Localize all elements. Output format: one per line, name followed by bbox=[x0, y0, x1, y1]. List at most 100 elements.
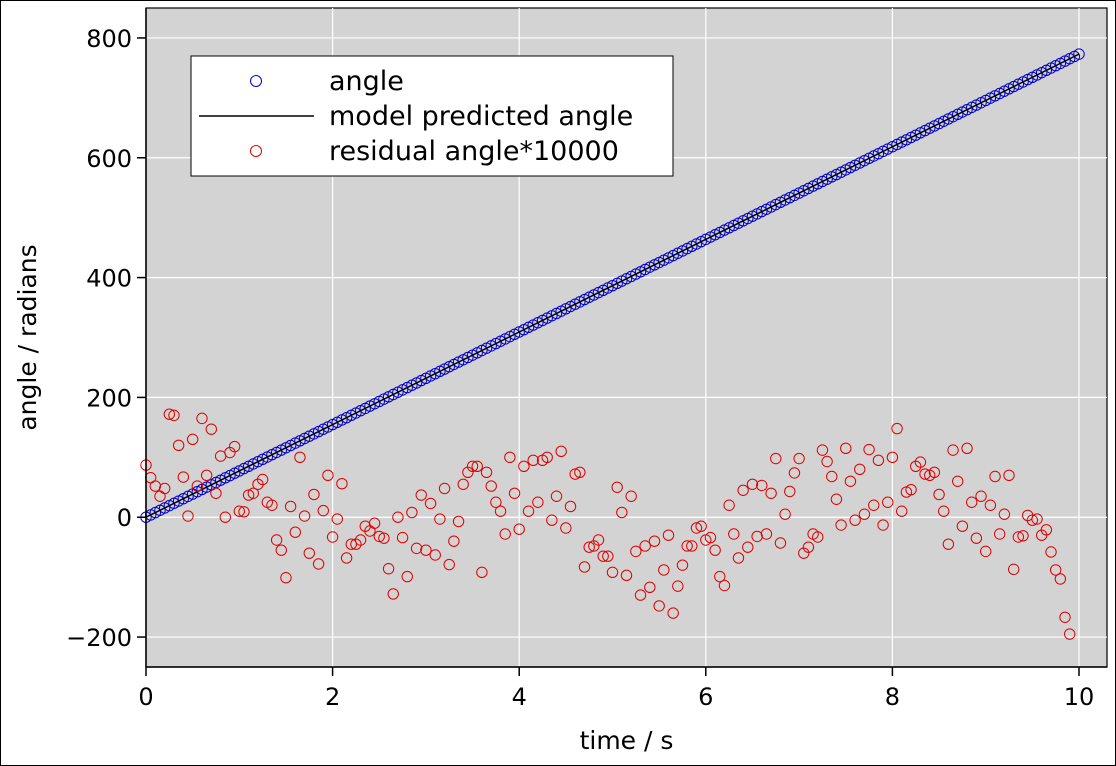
data-point bbox=[630, 545, 642, 558]
data-point bbox=[788, 467, 801, 479]
data-point bbox=[709, 544, 721, 556]
data-point bbox=[625, 490, 637, 502]
data-point bbox=[275, 544, 287, 556]
data-point bbox=[994, 528, 1006, 540]
data-point bbox=[270, 534, 283, 546]
y-tick-label: −200 bbox=[66, 624, 132, 652]
data-point bbox=[541, 451, 553, 464]
data-point bbox=[639, 540, 651, 552]
data-point bbox=[863, 443, 875, 456]
legend-marker-swatch bbox=[250, 75, 262, 87]
data-point bbox=[840, 442, 852, 455]
data-point bbox=[560, 522, 572, 534]
data-point bbox=[177, 471, 190, 483]
data-point bbox=[919, 468, 931, 480]
data-point bbox=[378, 532, 390, 544]
data-point bbox=[966, 496, 978, 508]
data-point bbox=[634, 589, 647, 601]
data-point bbox=[200, 469, 213, 481]
data-point bbox=[228, 440, 241, 453]
data-point bbox=[835, 519, 847, 531]
data-point bbox=[826, 470, 838, 483]
data-point bbox=[420, 544, 432, 556]
data-point bbox=[522, 505, 535, 517]
axes: 0 2 4 6 8 10 −200 0 200 400 600 800 bbox=[66, 8, 1107, 711]
data-point bbox=[947, 444, 959, 456]
data-point bbox=[564, 500, 577, 513]
x-tick-label: 0 bbox=[138, 683, 153, 711]
data-point bbox=[975, 490, 987, 502]
data-point bbox=[602, 550, 614, 562]
x-tick-label: 8 bbox=[885, 683, 900, 711]
data-point bbox=[597, 550, 609, 562]
data-point bbox=[784, 485, 796, 498]
data-point bbox=[191, 480, 204, 492]
data-point bbox=[434, 513, 446, 525]
data-point bbox=[266, 499, 278, 511]
data-point bbox=[896, 505, 908, 517]
data-point bbox=[280, 572, 292, 584]
data-point bbox=[466, 460, 479, 473]
y-tick-label: 200 bbox=[86, 384, 132, 412]
series-angle bbox=[140, 48, 1085, 523]
x-tick-label: 2 bbox=[325, 683, 340, 711]
data-point bbox=[172, 439, 185, 452]
data-point bbox=[485, 480, 497, 492]
data-point bbox=[765, 487, 777, 499]
data-point bbox=[499, 528, 511, 540]
data-point bbox=[854, 463, 866, 475]
data-point bbox=[532, 496, 544, 508]
data-point bbox=[928, 466, 941, 478]
legend-label-residual-angle: residual angle*10000 bbox=[329, 136, 619, 167]
data-point bbox=[574, 466, 586, 478]
data-point bbox=[1063, 628, 1076, 640]
data-point bbox=[830, 493, 843, 505]
data-point bbox=[168, 409, 180, 422]
data-point bbox=[662, 529, 675, 541]
series-residual-angle-10000 bbox=[140, 408, 1076, 640]
data-point bbox=[443, 558, 455, 571]
data-point bbox=[284, 500, 297, 513]
data-point bbox=[340, 552, 353, 564]
data-point bbox=[877, 519, 889, 531]
data-point bbox=[429, 549, 441, 561]
data-point bbox=[1059, 611, 1071, 623]
data-point bbox=[448, 535, 460, 547]
data-point bbox=[980, 545, 992, 558]
series-model-predicted-angle bbox=[145, 53, 1080, 518]
data-point bbox=[303, 547, 315, 559]
y-tick-label: 800 bbox=[86, 25, 132, 53]
data-point bbox=[186, 433, 199, 446]
data-point bbox=[737, 484, 749, 496]
data-point bbox=[956, 520, 969, 532]
data-point bbox=[569, 468, 581, 480]
data-point bbox=[578, 561, 591, 573]
data-point bbox=[933, 488, 945, 501]
data-point bbox=[989, 470, 1001, 483]
data-point bbox=[1012, 531, 1025, 543]
data-point bbox=[760, 528, 773, 540]
data-point bbox=[518, 460, 530, 473]
data-point bbox=[914, 456, 927, 468]
data-point bbox=[182, 510, 194, 522]
data-point bbox=[238, 506, 250, 518]
data-point bbox=[681, 540, 693, 552]
x-axis-label: time / s bbox=[580, 726, 674, 755]
data-point bbox=[326, 531, 339, 543]
x-tick-label: 6 bbox=[698, 683, 713, 711]
data-point bbox=[774, 537, 787, 549]
data-point bbox=[961, 442, 973, 455]
data-point bbox=[242, 489, 255, 501]
data-point bbox=[546, 514, 558, 526]
data-point bbox=[732, 552, 745, 564]
data-point bbox=[770, 452, 782, 465]
data-point bbox=[648, 535, 661, 547]
data-point bbox=[424, 497, 437, 510]
data-point bbox=[1073, 48, 1085, 60]
data-point bbox=[1026, 514, 1039, 526]
data-point bbox=[317, 504, 329, 517]
data-point bbox=[406, 506, 418, 519]
y-tick-label: 600 bbox=[86, 145, 132, 173]
